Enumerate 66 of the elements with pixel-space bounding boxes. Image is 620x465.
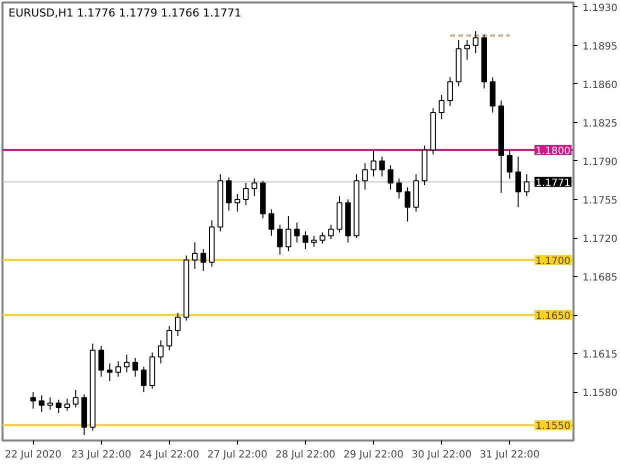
x-tick-label: 24 Jul 22:00 [139,450,200,460]
candlestick [158,340,164,364]
x-tick-label: 23 Jul 22:00 [71,450,132,460]
candlestick [320,232,326,244]
ref-line-label: 1.1771 [536,178,571,189]
y-tick-label: 1.1685 [582,272,618,284]
candlestick [294,222,300,243]
candlestick [243,182,249,206]
y-tick-label: 1.1755 [582,195,618,206]
y-tick-label: 1.1825 [582,118,618,130]
y-tick-label: 1.1615 [582,350,618,361]
candlestick [252,178,258,197]
candlestick [38,394,44,412]
candlestick [64,398,70,412]
candlestick [388,164,394,190]
candlestick [132,357,138,378]
candlestick [438,94,444,120]
candlestick [98,345,104,378]
ref-line-label: 1.1650 [536,311,571,322]
candlestick [56,399,62,414]
candlestick [106,362,113,382]
candlestick [226,176,232,211]
candlestick [370,149,376,177]
x-tick-label: 22 Jul 2020 [4,450,62,460]
candlestick [515,156,522,208]
candlestick [115,360,122,378]
y-tick-label: 1.1895 [582,41,618,52]
candlestick [30,392,36,410]
x-tick-label: 29 Jul 22:00 [344,450,404,460]
candlestick [124,354,130,373]
candlestick [396,178,402,199]
candlestick [506,149,513,180]
candlestick [277,224,283,256]
candlestick [328,224,334,240]
candlestick [200,248,206,272]
candlestick [166,326,172,351]
ref-line-label: 1.1550 [536,421,571,432]
candlestick [72,389,79,408]
y-tick-label: 1.1720 [582,234,618,246]
y-tick-label: 1.1790 [582,156,618,168]
y-tick-label: 1.1930 [582,2,618,14]
x-tick-label: 31 Jul 22:00 [480,450,540,460]
candlestick [47,397,53,410]
ref-line-label: 1.1700 [536,256,571,268]
candlestick [286,215,292,252]
y-tick-label: 1.1860 [582,80,618,91]
candlestick [174,312,181,336]
x-tick-label: 27 Jul 22:00 [207,450,268,460]
x-tick-label: 28 Jul 22:00 [275,450,336,460]
candlestick [268,208,274,236]
candlestick [464,39,470,60]
candlestick [140,366,147,393]
x-tick-label: 30 Jul 22:00 [412,450,472,460]
candlestick [302,230,308,250]
candlestick [234,193,240,212]
chart-title: EURUSD,H1 1.1776 1.1779 1.1766 1.1771 [8,6,242,20]
candlestick [472,30,478,54]
y-tick-label: 1.1580 [582,388,618,400]
candlestick [447,76,453,106]
candlestick [362,162,368,190]
candlestick [311,235,317,248]
candlestick [379,156,385,177]
candlestick [404,186,410,222]
candlestick [524,174,530,197]
candlestick [192,242,198,270]
ref-line-label: 1.1800 [536,146,571,157]
